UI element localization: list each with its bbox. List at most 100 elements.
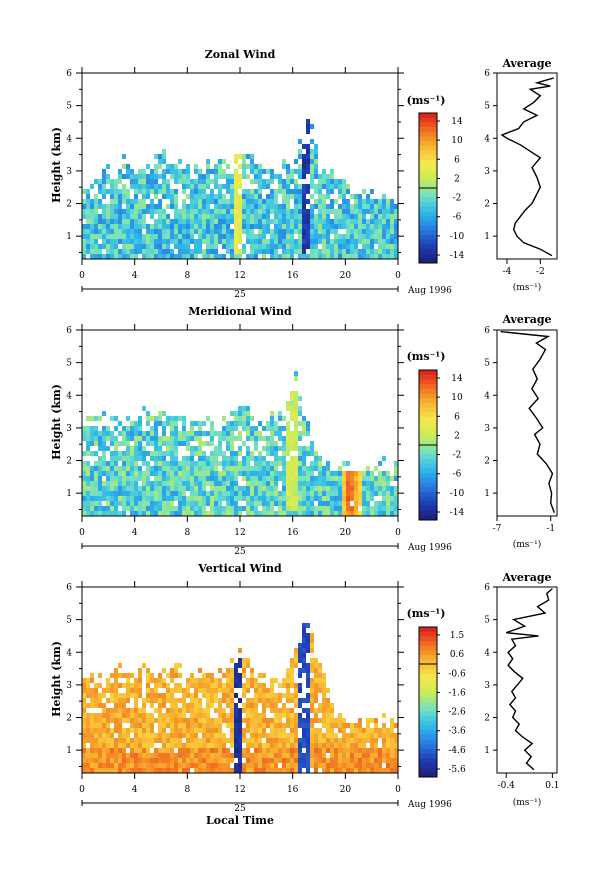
heatmap-cell xyxy=(222,758,226,763)
heatmap-cell xyxy=(118,466,122,471)
heatmap-cell xyxy=(106,501,110,506)
heatmap-cell xyxy=(222,219,226,224)
heatmap-cell xyxy=(366,254,370,259)
heatmap-cell xyxy=(182,204,186,209)
heatmap-cell xyxy=(114,441,118,446)
heatmap-cell xyxy=(322,224,326,229)
heatmap-cell xyxy=(242,748,246,753)
colorbar-unit: (ms⁻¹) xyxy=(407,607,446,620)
heatmap-cell xyxy=(130,426,134,431)
y-tick-label: 3 xyxy=(66,681,72,691)
heatmap-cell xyxy=(314,254,318,259)
heatmap-cell xyxy=(214,471,218,476)
heatmap-cell xyxy=(198,501,202,506)
heatmap-cell xyxy=(226,229,230,234)
heatmap-cell xyxy=(342,723,346,728)
colorbar-unit: (ms⁻¹) xyxy=(407,350,446,363)
heatmap-cell xyxy=(394,229,398,234)
heatmap-cell xyxy=(166,743,170,748)
heatmap-cell xyxy=(202,194,206,199)
heatmap-cell xyxy=(138,204,142,209)
heatmap-cell xyxy=(186,194,190,199)
heatmap-cell xyxy=(230,728,234,733)
heatmap-cell xyxy=(222,209,226,214)
heatmap-cell xyxy=(286,753,290,758)
heatmap-cell xyxy=(150,763,154,768)
profile-line xyxy=(500,330,555,513)
heatmap-cell xyxy=(206,708,210,713)
heatmap-cell xyxy=(254,693,258,698)
heatmap-cell xyxy=(230,184,234,189)
heatmap-cell xyxy=(354,753,358,758)
heatmap-cell xyxy=(254,436,258,441)
heatmap-cell xyxy=(166,733,170,738)
heatmap-cell xyxy=(114,254,118,259)
heatmap-cell xyxy=(134,768,138,773)
heatmap-cell xyxy=(142,174,146,179)
heatmap-cell xyxy=(186,678,190,683)
heatmap-cell xyxy=(282,683,286,688)
colorbar-swatch xyxy=(419,379,437,385)
heatmap-cell xyxy=(306,159,310,164)
heatmap-cell xyxy=(226,441,230,446)
heatmap-cell xyxy=(282,723,286,728)
heatmap-cell xyxy=(302,723,306,728)
heatmap-cell xyxy=(114,209,118,214)
heatmap-cell xyxy=(298,743,302,748)
colorbar-swatch xyxy=(419,697,437,703)
colorbar-swatch xyxy=(419,711,437,717)
heatmap-cell xyxy=(98,486,102,491)
heatmap-cell xyxy=(98,229,102,234)
heatmap-cell xyxy=(250,426,254,431)
heatmap-cell xyxy=(218,728,222,733)
heatmap-cell xyxy=(194,693,198,698)
heatmap-cell xyxy=(322,708,326,713)
heatmap-cell xyxy=(290,743,294,748)
heatmap-cell xyxy=(122,511,126,516)
heatmap-cell xyxy=(234,179,238,184)
y-tick-label: 4 xyxy=(66,391,72,401)
heatmap-cell xyxy=(182,209,186,214)
colorbar-label: -2.6 xyxy=(448,708,466,718)
heatmap-cell xyxy=(242,189,246,194)
heatmap-cell xyxy=(134,708,138,713)
heatmap-cell xyxy=(334,491,338,496)
heatmap-cell xyxy=(374,254,378,259)
heatmap-cell xyxy=(198,668,202,673)
heatmap-cell xyxy=(250,743,254,748)
heatmap-cell xyxy=(238,229,242,234)
colorbar-swatch xyxy=(419,636,437,642)
heatmap-cell xyxy=(166,506,170,511)
heatmap-cell xyxy=(206,476,210,481)
heatmap-cell xyxy=(330,713,334,718)
heatmap-cell xyxy=(118,743,122,748)
heatmap-cell xyxy=(158,728,162,733)
heatmap-cell xyxy=(282,501,286,506)
heatmap-cell xyxy=(226,421,230,426)
heatmap-cell xyxy=(314,164,318,169)
heatmap-cell xyxy=(270,763,274,768)
heatmap-cell xyxy=(90,768,94,773)
heatmap-cell xyxy=(302,633,306,638)
heatmap-cell xyxy=(194,728,198,733)
heatmap-cell xyxy=(210,678,214,683)
heatmap-cell xyxy=(82,436,86,441)
heatmap-cell xyxy=(274,496,278,501)
heatmap-cell xyxy=(198,703,202,708)
heatmap-cell xyxy=(230,451,234,456)
heatmap-cell xyxy=(90,441,94,446)
heatmap-cell xyxy=(290,456,294,461)
heatmap-cell xyxy=(258,743,262,748)
heatmap-cell xyxy=(126,481,130,486)
colorbar-swatch xyxy=(419,739,437,745)
heatmap-cell xyxy=(106,708,110,713)
heatmap-cell xyxy=(242,406,246,411)
heatmap-cell xyxy=(270,436,274,441)
heatmap-cell xyxy=(318,728,322,733)
heatmap-cell xyxy=(374,219,378,224)
heatmap-cell xyxy=(122,436,126,441)
heatmap-cell xyxy=(342,184,346,189)
heatmap-cell xyxy=(270,491,274,496)
